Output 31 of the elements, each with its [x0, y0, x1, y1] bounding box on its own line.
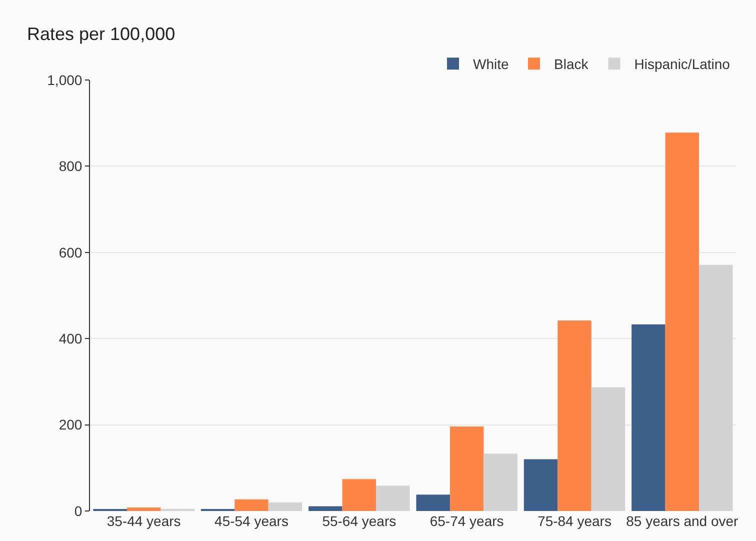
bar: [416, 494, 450, 511]
x-tick-label: 65-74 years: [430, 513, 504, 529]
bar: [342, 479, 376, 511]
y-tick-label: 200: [58, 416, 82, 433]
bar: [308, 506, 342, 511]
bar: [632, 324, 666, 511]
bar: [591, 387, 626, 511]
bar: [234, 499, 268, 511]
y-tick-label: 0: [74, 502, 82, 519]
x-tick-label: 35-44 years: [106, 513, 181, 529]
x-tick-label: 45-54 years: [214, 513, 288, 529]
x-tick-label: 85 years and over: [626, 513, 739, 529]
y-tick-label: 1,000: [47, 72, 82, 88]
legend-label: Black: [554, 56, 590, 72]
y-tick-label: 800: [58, 158, 82, 174]
y-tick-label: 600: [58, 244, 82, 260]
bar: [376, 486, 410, 511]
x-tick-label: 75-84 years: [538, 513, 612, 529]
x-tick-label: 55-64 years: [322, 513, 396, 529]
y-tick-label: 400: [58, 330, 82, 346]
y-axis-title: Rates per 100,000: [27, 24, 176, 44]
bar: [484, 454, 518, 511]
bar: [524, 459, 558, 511]
bar: [699, 264, 733, 511]
legend-label: Hispanic/Latino: [634, 56, 730, 72]
bar: [450, 426, 484, 511]
legend-label: White: [473, 56, 509, 72]
bar: [665, 132, 700, 511]
bar: [558, 320, 592, 511]
bar: [268, 502, 302, 511]
bar: [126, 508, 161, 511]
